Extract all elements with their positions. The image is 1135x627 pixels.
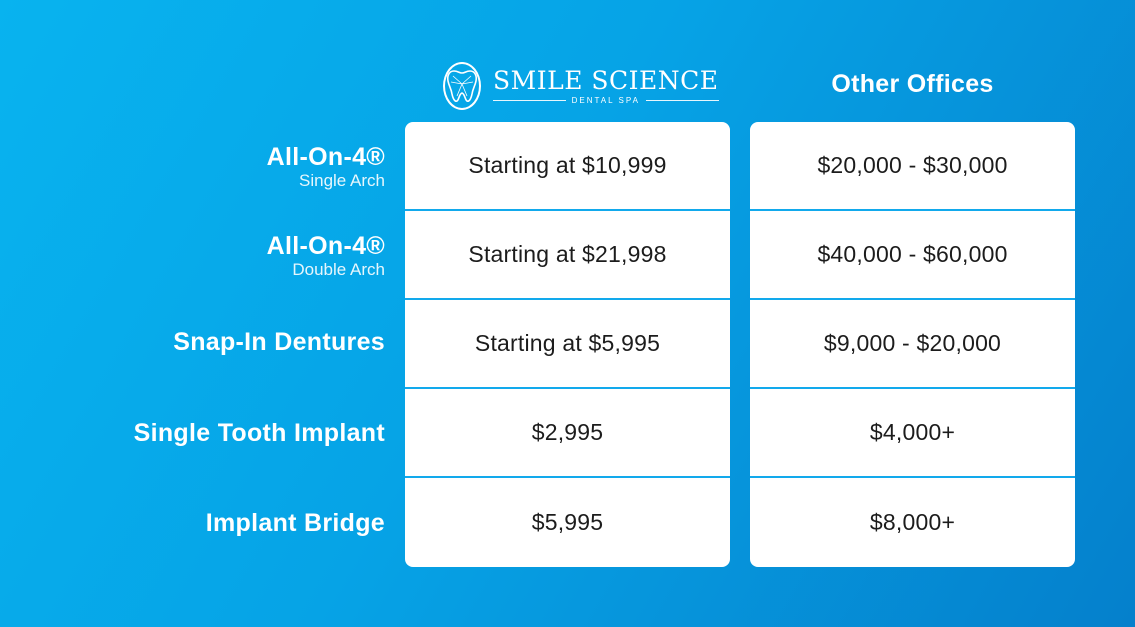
price-cell: $20,000 - $30,000 [750, 122, 1075, 211]
row-label-title: Snap-In Dentures [173, 327, 385, 356]
price-cell: $9,000 - $20,000 [750, 300, 1075, 389]
row-label: Snap-In Dentures [173, 297, 385, 386]
divider [493, 100, 566, 101]
price-cell: Starting at $21,998 [405, 211, 730, 300]
price-cell: $5,995 [531, 509, 604, 535]
column-header-other-offices: Other Offices [831, 70, 994, 98]
row-label-title: Single Tooth Implant [133, 418, 385, 447]
row-label: Single Tooth Implant [134, 388, 385, 477]
row-label-title: All-On-4® [266, 231, 385, 260]
row-label: Implant Bridge [206, 478, 385, 567]
price-cell: $2,995 [405, 389, 730, 478]
row-label-subtitle: Single Arch [299, 170, 385, 190]
price-cell: Starting at $10,999 [405, 122, 730, 211]
price-cell: $4,000+ [750, 389, 1075, 478]
brand-logo: SMILE SCIENCE DENTAL SPA [443, 60, 719, 112]
tooth-icon [443, 62, 481, 110]
smile-science-price-card: Starting at $10,999 Starting at $21,998 … [405, 122, 730, 567]
row-label: All-On-4® Double Arch [267, 211, 385, 300]
divider [645, 100, 719, 101]
other-offices-price-card: $20,000 - $30,000 $40,000 - $60,000 $9,0… [750, 122, 1075, 567]
row-label-title: Implant Bridge [205, 508, 385, 537]
row-label: All-On-4® Single Arch [267, 122, 385, 211]
brand-name: SMILE SCIENCE [493, 65, 719, 95]
brand-tagline: DENTAL SPA [571, 95, 640, 105]
price-cell: $40,000 - $60,000 [750, 211, 1075, 300]
row-label-subtitle: Double Arch [292, 259, 385, 279]
price-cell: $8,000+ [869, 509, 956, 535]
row-label-title: All-On-4® [266, 142, 385, 171]
price-cell: Starting at $5,995 [405, 300, 730, 389]
